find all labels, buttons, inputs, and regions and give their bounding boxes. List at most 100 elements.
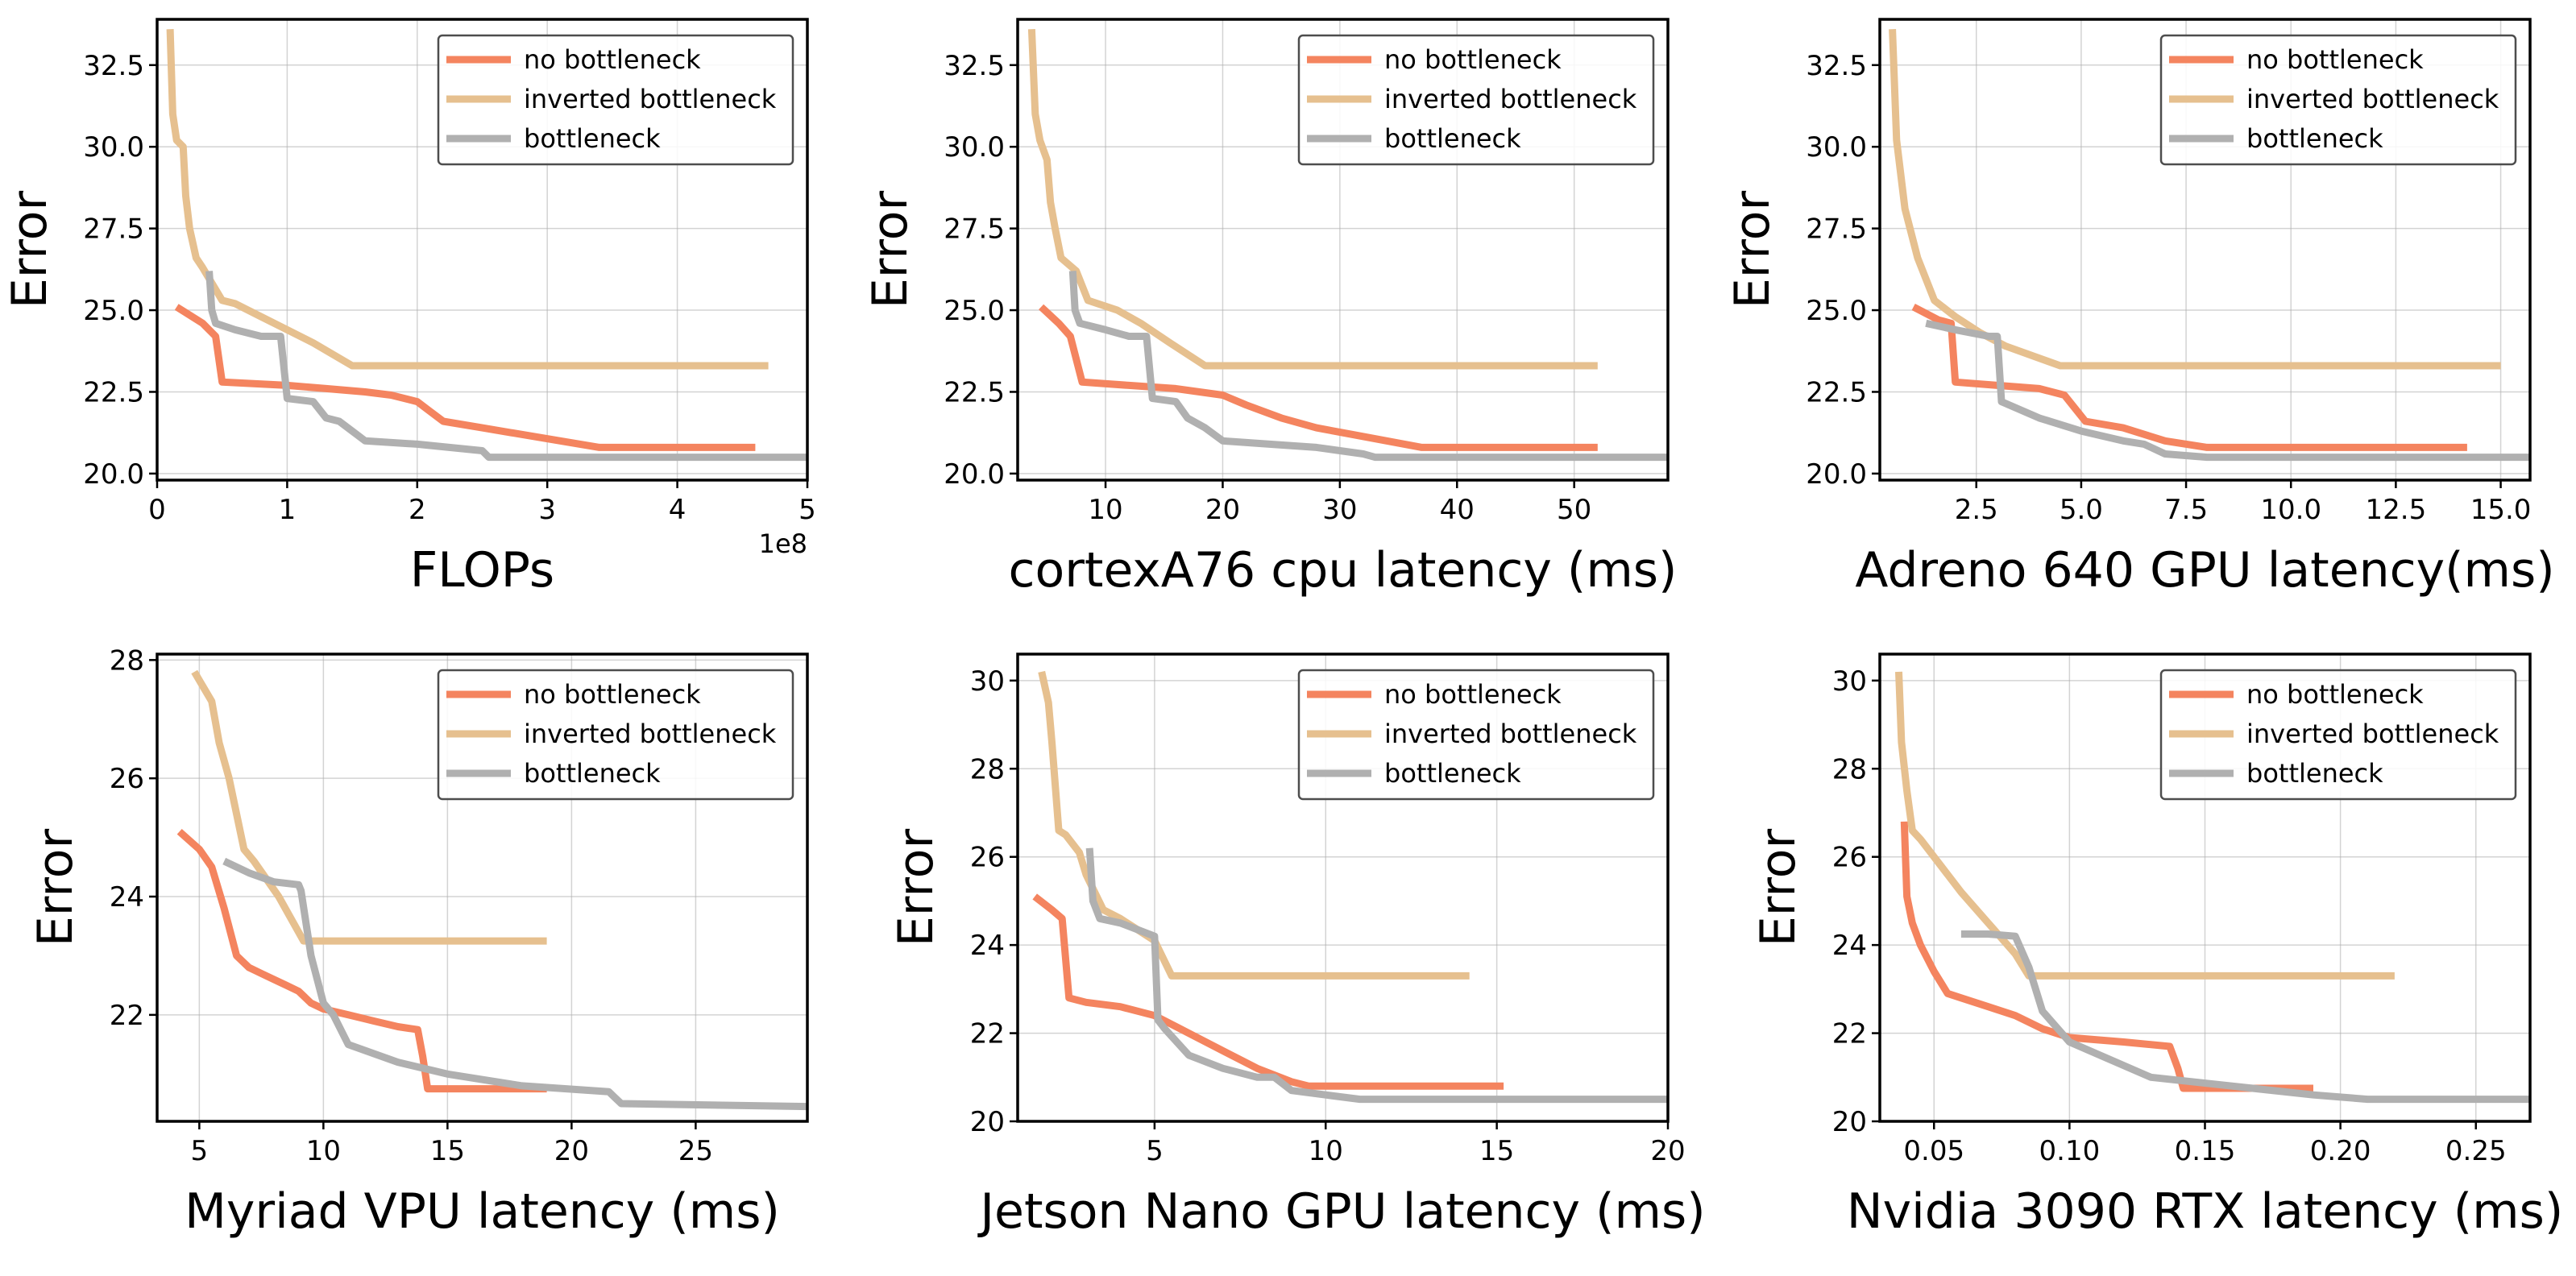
series-line-inverted-bottleneck — [166, 29, 769, 370]
legend-box — [2159, 669, 2517, 801]
y-tick-label: 20.0 — [83, 458, 144, 491]
y-tick-label: 30.0 — [1806, 131, 1867, 164]
x-tick-label: 5 — [799, 494, 816, 526]
legend-label-bottleneck: bottleneck — [524, 123, 661, 154]
x-axis-label: Adreno 640 GPU latency(ms) — [1855, 542, 2554, 599]
y-tick-label: 22.5 — [1806, 376, 1867, 408]
x-tick-label: 2.5 — [1955, 494, 1998, 526]
legend-label-inverted-bottleneck: inverted bottleneck — [524, 719, 777, 749]
legend-label-no-bottleneck: no bottleneck — [524, 679, 701, 710]
x-tick-label: 0.15 — [2175, 1135, 2236, 1167]
legend-box — [1297, 669, 1655, 801]
x-tick-label: 15 — [1479, 1135, 1514, 1167]
y-tick-label: 30 — [1832, 665, 1867, 698]
y-tick-label: 30.0 — [944, 131, 1005, 164]
y-tick-label: 24 — [970, 930, 1005, 962]
legend-label-bottleneck: bottleneck — [524, 758, 661, 789]
y-axis-label: Error — [27, 829, 84, 947]
series-line-no-bottleneck — [1900, 821, 2313, 1092]
x-axis-label: Nvidia 3090 RTX latency (ms) — [1847, 1183, 2564, 1240]
legend-label-no-bottleneck: no bottleneck — [524, 44, 701, 75]
x-tick-label: 50 — [1557, 494, 1591, 526]
legend-label-inverted-bottleneck: inverted bottleneck — [1384, 719, 1637, 749]
x-tick-label: 0.20 — [2310, 1135, 2371, 1167]
x-tick-label: 1 — [279, 494, 297, 526]
x-tick-label: 5.0 — [2060, 494, 2103, 526]
x-tick-label: 3 — [538, 494, 556, 526]
series-line-no-bottleneck — [1032, 893, 1504, 1090]
legend-box — [437, 34, 794, 166]
subplot-1: 0 1 2 3 4 5 20.0 22.5 25.0 27.5 30.0 32.5 FLOPs Error… — [2, 18, 816, 599]
legend-label-no-bottleneck: no bottleneck — [2246, 679, 2424, 710]
legend: no bottleneck inverted bottleneck bottlene… — [2159, 34, 2517, 166]
legend: no bottleneck inverted bottleneck bottlene… — [437, 669, 794, 801]
series-line-no-bottleneck — [174, 304, 756, 451]
series-group — [166, 29, 807, 462]
x-scale-offset-label: 1e8 — [759, 528, 807, 559]
legend-box — [2159, 34, 2517, 166]
axes-frame — [1878, 18, 2532, 482]
y-tick-label: 20 — [970, 1106, 1005, 1138]
series-line-inverted-bottleneck — [1895, 671, 2395, 980]
x-tick-label: 10 — [306, 1135, 341, 1167]
legend-box — [1297, 34, 1655, 166]
series-group — [176, 669, 807, 1111]
series-group — [1889, 29, 2530, 462]
x-tick-label: 40 — [1440, 494, 1475, 526]
series-line-no-bottleneck — [1039, 304, 1598, 451]
series-line-no-bottleneck — [176, 828, 547, 1093]
x-tick-label: 10 — [1088, 494, 1122, 526]
subplot-5: 5 10 15 20 20 22 24 26 28 30 Jetson Nano GPU laten… — [888, 652, 1706, 1240]
y-tick-label: 27.5 — [1806, 213, 1867, 246]
legend-label-bottleneck: bottleneck — [2246, 123, 2383, 154]
subplot-4: 5 10 15 20 25 22 24 26 28 Myriad VPU latency (ms)… — [27, 644, 809, 1240]
y-axis-label: Error — [888, 829, 944, 947]
legend-label-inverted-bottleneck: inverted bottleneck — [2246, 84, 2499, 114]
series-line-bottleneck — [1068, 271, 1668, 462]
series-line-bottleneck — [222, 857, 807, 1111]
y-tick-label: 30.0 — [83, 131, 144, 164]
y-tick-label: 25.0 — [944, 295, 1005, 327]
y-tick-label: 22 — [970, 1018, 1005, 1050]
series-line-inverted-bottleneck — [1889, 29, 2501, 370]
x-tick-label: 12.5 — [2366, 494, 2427, 526]
x-tick-label: 4 — [669, 494, 687, 526]
legend: no bottleneck inverted bottleneck bottlene… — [437, 34, 794, 166]
series-line-no-bottleneck — [1911, 304, 2467, 451]
y-tick-label: 28 — [110, 644, 144, 677]
axes-frame — [1016, 652, 1670, 1123]
series-group — [1027, 29, 1668, 462]
subplot-3: 2.5 5.0 7.5 10.0 12.5 15.0 20.0 22.5 25.0 27.5 30.… — [1724, 18, 2555, 599]
legend: no bottleneck inverted bottleneck bottlene… — [1297, 34, 1655, 166]
legend: no bottleneck inverted bottleneck bottlene… — [2159, 669, 2517, 801]
series-line-inverted-bottleneck — [191, 669, 547, 945]
y-tick-label: 24 — [1832, 930, 1867, 962]
y-axis-label: Error — [1724, 191, 1781, 309]
series-line-bottleneck — [1085, 847, 1668, 1104]
x-tick-label: 10 — [1309, 1135, 1343, 1167]
x-tick-label: 5 — [191, 1135, 209, 1167]
y-tick-label: 25.0 — [1806, 295, 1867, 327]
axes-frame — [156, 652, 809, 1123]
y-axis-label: Error — [2, 191, 58, 309]
y-axis-label: Error — [862, 191, 919, 309]
legend-box — [437, 669, 794, 801]
x-tick-label: 5 — [1146, 1135, 1164, 1167]
x-tick-label: 20 — [1205, 494, 1240, 526]
y-tick-label: 20 — [1832, 1106, 1867, 1138]
series-line-bottleneck — [1960, 930, 2530, 1104]
y-tick-label: 27.5 — [944, 213, 1005, 246]
y-tick-label: 28 — [1832, 753, 1867, 785]
y-tick-label: 20.0 — [944, 458, 1005, 491]
subplot-6: 0.05 0.10 0.15 0.20 0.25 20 22 24 26 28 30 Nvidia 3… — [1750, 652, 2564, 1240]
y-tick-label: 25.0 — [83, 295, 144, 327]
y-tick-label: 24 — [110, 881, 144, 914]
y-tick-label: 22 — [110, 1000, 144, 1032]
y-axis-label: Error — [1750, 829, 1807, 947]
legend-label-bottleneck: bottleneck — [1384, 758, 1521, 789]
subplot-2: 10 20 30 40 50 20.0 22.5 25.0 27.5 30.0 32.5 cortex… — [862, 18, 1678, 599]
x-tick-label: 15.0 — [2470, 494, 2532, 526]
y-tick-label: 22 — [1832, 1018, 1867, 1050]
x-axis-label: cortexA76 cpu latency (ms) — [1009, 542, 1678, 599]
